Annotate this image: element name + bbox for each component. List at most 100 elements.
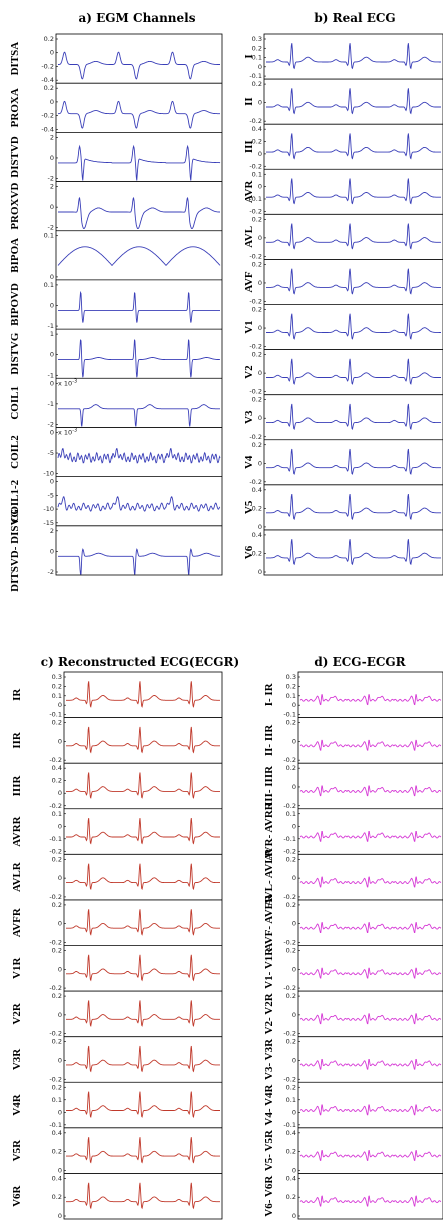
panel-b: b) Real ECGI0.30.20.10-0.1II0.20-0.2III0… [243, 11, 443, 576]
tick-label: 0 [50, 428, 54, 436]
tick-label: 0.2 [44, 84, 54, 92]
tick-label: -0.2 [283, 984, 296, 992]
tick-label: -0.2 [49, 1030, 62, 1038]
tick-label: 0.2 [252, 215, 262, 223]
trace-v5-v5r: V5- V5R 0.4 0.2 0 [263, 1127, 443, 1174]
row-label: III [243, 140, 255, 153]
trace-v3: V3 0.2 0 -0.2 [243, 394, 443, 441]
tick-label: -0.1 [249, 72, 262, 80]
tick-label: 0 [292, 701, 296, 709]
tick-label: 0 [50, 98, 54, 106]
row-label: AVF [243, 271, 255, 292]
waveform-line [299, 785, 442, 797]
tick-label: 0 [258, 234, 262, 242]
tick-label: -0.2 [41, 112, 54, 120]
row-label: V5R [11, 1139, 23, 1161]
tick-label: 0 [50, 478, 54, 486]
waveform-line [58, 339, 220, 378]
waveform-line [58, 404, 220, 427]
tick-label: -0.2 [249, 343, 262, 351]
tick-label: 0 [292, 1056, 296, 1064]
tick-label: 0.2 [252, 441, 262, 449]
trace-distvd: DISTVD 2 0 -2 [9, 131, 222, 183]
tick-label: 0.2 [286, 1193, 296, 1201]
tick-label: -0.2 [49, 802, 62, 810]
tick-label: 0 [58, 920, 62, 928]
waveform-line [266, 178, 441, 205]
trace-v2: V2 0.2 0 -0.2 [243, 349, 443, 396]
tick-label: 0.2 [286, 1083, 296, 1091]
tick-label: 0.3 [52, 673, 62, 681]
row-label: V4 [243, 455, 255, 469]
row-label: V3 [243, 410, 255, 424]
trace-iiir: IIIR 0.4 0.2 0 -0.2 [11, 762, 222, 810]
tick-label: 0 [258, 324, 262, 332]
tick-label: 0 [292, 920, 296, 928]
tick-label: 0 [58, 1108, 62, 1116]
tick-label: -0.1 [49, 711, 62, 719]
tick-label: 0 [50, 49, 54, 57]
tick-label: 2 [50, 133, 54, 141]
waveform-line [266, 313, 441, 340]
waveform-line [66, 1045, 220, 1073]
row-label: AVL [243, 226, 255, 248]
tick-label: 0 [50, 203, 54, 211]
tick-label: 0 [292, 822, 296, 830]
panel-c: c) Reconstructed ECG(ECGR)IR0.30.20.10-0… [11, 655, 239, 1220]
tick-label: 0.1 [52, 1096, 62, 1104]
tick-label: 2 [50, 183, 54, 191]
tick-label: 0.2 [52, 1038, 62, 1046]
tick-label: 0 [258, 459, 262, 467]
tick-label: -2 [48, 568, 54, 576]
tick-label: 0 [292, 874, 296, 882]
waveform-line [266, 88, 441, 115]
tick-label: 0 [292, 1212, 296, 1220]
waveform-line [57, 448, 221, 464]
trace-v5: V5 0.4 0.2 0 [243, 484, 443, 531]
waveform-line [266, 403, 441, 431]
tick-label: 0 [292, 1166, 296, 1174]
tick-label: -0.2 [249, 117, 262, 125]
waveform-line [66, 1137, 220, 1164]
tick-label: 0 [258, 568, 262, 576]
row-label: V3R [11, 1048, 23, 1070]
tick-label: 0.1 [52, 692, 62, 700]
tick-label: 0.2 [286, 901, 296, 909]
trace-bipoa: BIPOA 0.1 0 [9, 230, 222, 281]
trace-avf: AVF 0.2 0 -0.2 [243, 259, 443, 306]
tick-label: -0.2 [283, 756, 296, 764]
tick-label: -0.1 [283, 711, 296, 719]
exponent-sup: -3 [72, 378, 77, 384]
exponent-sup: -3 [72, 427, 77, 433]
trace-iii-iiir: III- IIIR 0.2 0 -0.2 [263, 762, 443, 810]
row-label: V4- V4R [263, 1083, 275, 1125]
row-label: IR [11, 688, 23, 701]
tick-label: 0.2 [286, 1038, 296, 1046]
tick-label: 0.2 [252, 80, 262, 88]
tick-label: 0 [50, 302, 54, 310]
row-label: AVLR [11, 861, 23, 892]
tick-label: -1 [48, 400, 54, 408]
panel-title-d: d) ECG-ECGR [314, 655, 406, 669]
waveform-line [266, 223, 441, 250]
tick-label: 0.1 [252, 54, 262, 62]
tick-label: -0.2 [249, 433, 262, 441]
tick-label: 0 [292, 783, 296, 791]
tick-label: 0.2 [252, 306, 262, 314]
tick-label: -5 [48, 449, 54, 457]
waveform-line [266, 268, 441, 295]
tick-label: 0.2 [252, 44, 262, 52]
tick-label: 0 [258, 150, 262, 158]
tick-label: 0 [50, 273, 54, 281]
row-label: DISTVG [9, 332, 21, 375]
tick-label: 0.3 [286, 673, 296, 681]
tick-label: 0 [258, 369, 262, 377]
tick-label: 0.2 [52, 719, 62, 727]
waveform-line [66, 726, 220, 754]
tick-label: 0.2 [52, 1148, 62, 1156]
tick-label: 0.1 [286, 1096, 296, 1104]
tick-label: 0 [292, 1108, 296, 1116]
tick-label: 0 [258, 414, 262, 422]
trace-v1: V1 0.2 0 -0.2 [243, 304, 443, 351]
